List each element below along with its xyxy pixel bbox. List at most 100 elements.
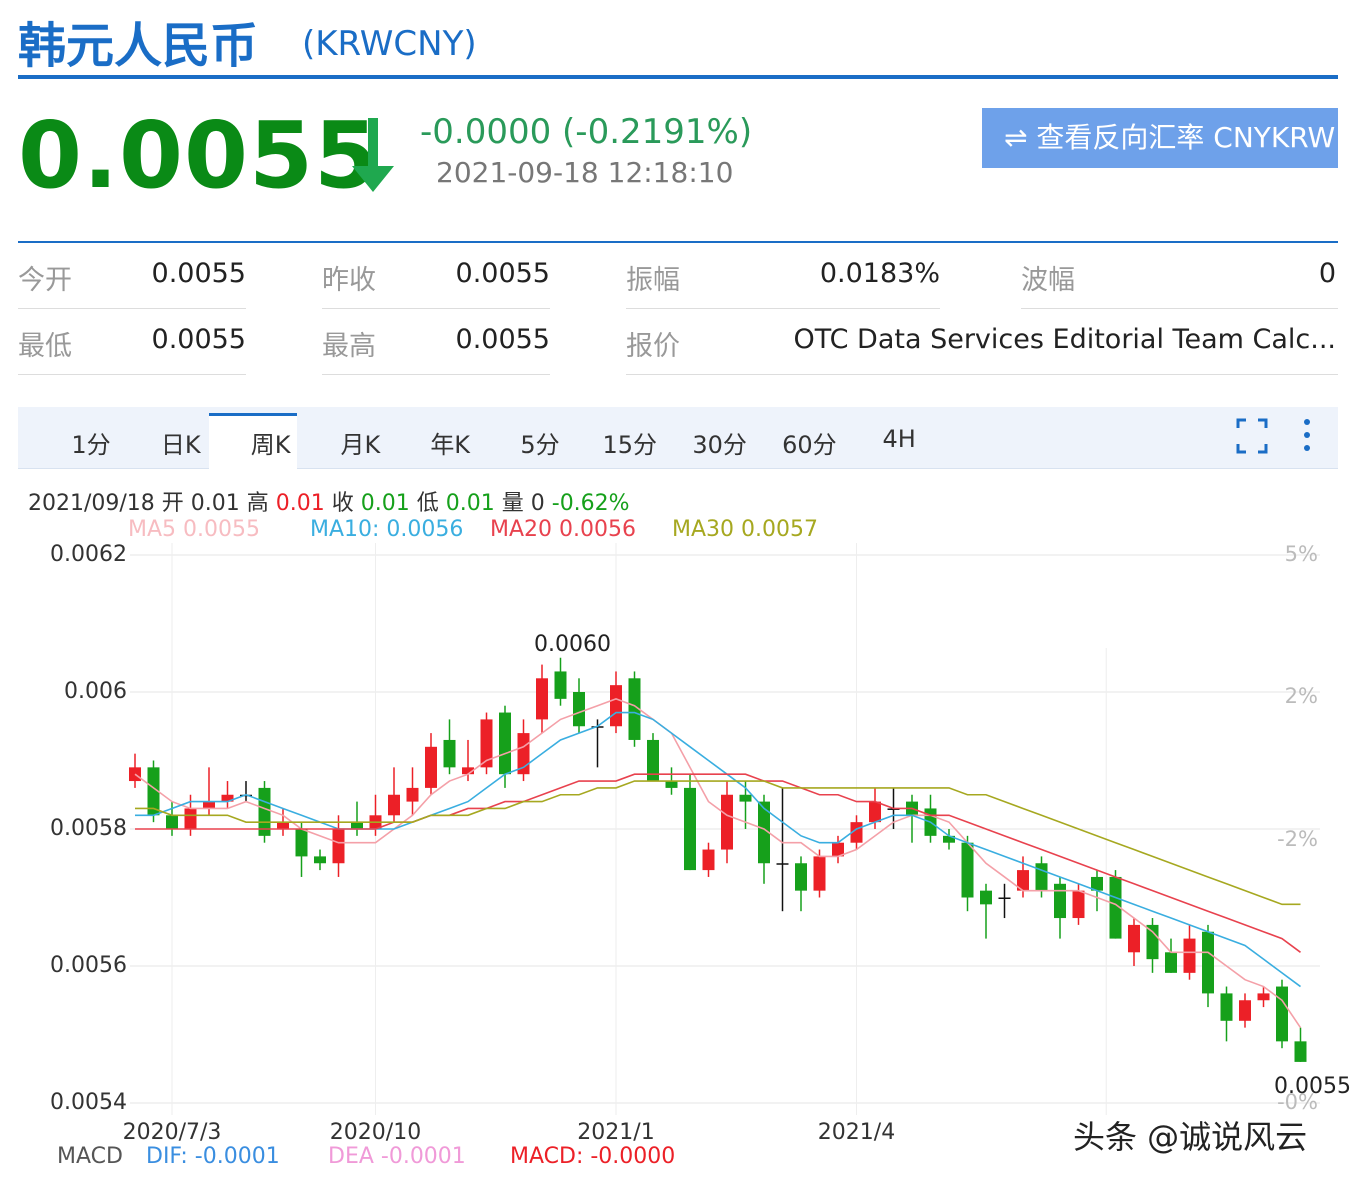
toolbar-icons[interactable]: [1232, 416, 1322, 456]
candle-body: [1257, 993, 1270, 1001]
stat-value: 0.0055: [455, 324, 550, 355]
candle-body: [499, 712, 511, 775]
stat-label: 今开: [18, 265, 72, 296]
info-text: 2021/09/18 开 0.01 高: [28, 491, 269, 516]
x-tick-label: 2021/1: [577, 1120, 654, 1145]
stat-label: 昨收: [322, 265, 376, 296]
candle-body: [1017, 870, 1029, 891]
candle-body: [943, 835, 955, 843]
stat-label: 最高: [322, 331, 376, 362]
stat-label: 波幅: [1021, 265, 1075, 296]
candle-body: [1054, 883, 1066, 919]
stat-underline: [322, 374, 550, 375]
tab[interactable]: 60分: [782, 431, 837, 459]
x-tick-label: 2021/4: [818, 1120, 895, 1145]
stat-value: 0.0055: [455, 258, 550, 289]
candle-body: [1239, 1000, 1251, 1021]
candle-body: [665, 781, 678, 788]
title-rule: [18, 75, 1338, 79]
candle-body: [425, 746, 437, 788]
stat-value: OTC Data Services Editorial Team Calc...: [793, 324, 1336, 355]
candle-body: [610, 685, 622, 727]
candle-body: [1294, 1041, 1307, 1062]
tab[interactable]: 周K: [250, 431, 291, 459]
legend-entry: MA20 0.0056: [490, 517, 636, 542]
candle-body: [480, 719, 493, 768]
annotation: 0.0060: [534, 632, 611, 657]
reverse-rate-button[interactable]: ⇌ 查看反向汇率 CNYKRW: [982, 108, 1338, 168]
candle-body: [684, 787, 696, 871]
candle-body: [1202, 931, 1214, 994]
right-axis-label: -2%: [1277, 827, 1318, 851]
legend-entry: MA10: 0.0056: [310, 517, 463, 542]
x-tick-label: 2020/10: [330, 1120, 421, 1145]
info-text: 量 0: [501, 491, 545, 516]
y-tick-label: 0.0056: [50, 953, 127, 978]
tab[interactable]: 1分: [71, 431, 111, 459]
down-arrow: [352, 118, 394, 192]
stat-value: 0.0055: [151, 258, 246, 289]
candle-body: [1035, 863, 1048, 891]
tab[interactable]: 年K: [430, 431, 471, 459]
stat-underline: [322, 308, 550, 309]
tab-bar: 1分 日K 周K 月K 年K 5分 15分 30分 60分 4H: [18, 407, 1338, 472]
candle-body: [147, 767, 160, 816]
annotation: 0.0055: [1274, 1074, 1351, 1099]
y-tick-label: 0.0058: [50, 816, 127, 841]
candle-body: [980, 890, 992, 905]
candle-body: [832, 842, 844, 857]
candle-body: [628, 678, 641, 740]
candle-body: [554, 671, 567, 699]
ma-line: [135, 773, 1301, 953]
y-tick-label: 0.0062: [50, 542, 127, 567]
candle-body: [388, 794, 400, 816]
right-axis-label: -0%: [1277, 1090, 1318, 1114]
y-tick-label: 0.006: [64, 679, 127, 704]
tab[interactable]: 5分: [520, 431, 560, 459]
legend-entry: MA5 0.0055: [128, 517, 260, 542]
stat-value: 0.0055: [151, 324, 246, 355]
active-tab: [208, 413, 297, 472]
candle-body: [813, 856, 826, 891]
candle-body: [776, 863, 789, 865]
candle-body: [961, 842, 974, 898]
ma-line: [135, 780, 1301, 906]
candle-body: [1146, 924, 1159, 960]
code: (KRWCNY): [302, 24, 477, 64]
candle-body: [517, 733, 530, 775]
stat-underline: [18, 374, 246, 375]
info-change: -0.62%: [551, 491, 630, 516]
tab[interactable]: 30分: [692, 431, 747, 459]
stat-underline: [18, 308, 246, 309]
tab[interactable]: 月K: [340, 431, 381, 459]
watermark: 头条 @诚说风云: [1073, 1118, 1308, 1156]
macd-label: DEA -0.0001: [328, 1144, 466, 1169]
candle-body: [739, 794, 752, 802]
candle-body: [332, 829, 345, 864]
candle-body: [869, 801, 881, 823]
candle-body: [129, 767, 141, 782]
candle-body: [795, 863, 807, 891]
candle-body: [1276, 986, 1288, 1042]
info-high: 0.01: [275, 491, 325, 516]
tab[interactable]: 4H: [882, 425, 916, 453]
tab[interactable]: 日K: [160, 431, 201, 459]
candle-body: [1128, 924, 1140, 953]
candle-body: [1091, 876, 1103, 891]
ma-line: [134, 697, 1302, 1029]
right-axis-label: 5%: [1285, 542, 1318, 566]
macd-label: DIF: -0.0001: [146, 1144, 280, 1169]
tab[interactable]: 15分: [602, 431, 658, 459]
button-label[interactable]: 查看反向汇率 CNYKRW: [1036, 121, 1336, 154]
stat-underline: [1021, 308, 1338, 309]
candle-body: [221, 794, 234, 802]
macd-label: MACD: [57, 1144, 123, 1169]
candle-body: [536, 678, 548, 720]
candle-body: [998, 897, 1011, 899]
candle-body: [1109, 876, 1122, 939]
candle-body: [1165, 952, 1177, 973]
candle-body: [314, 856, 326, 864]
legend-entry: MA30 0.0057: [672, 517, 818, 542]
